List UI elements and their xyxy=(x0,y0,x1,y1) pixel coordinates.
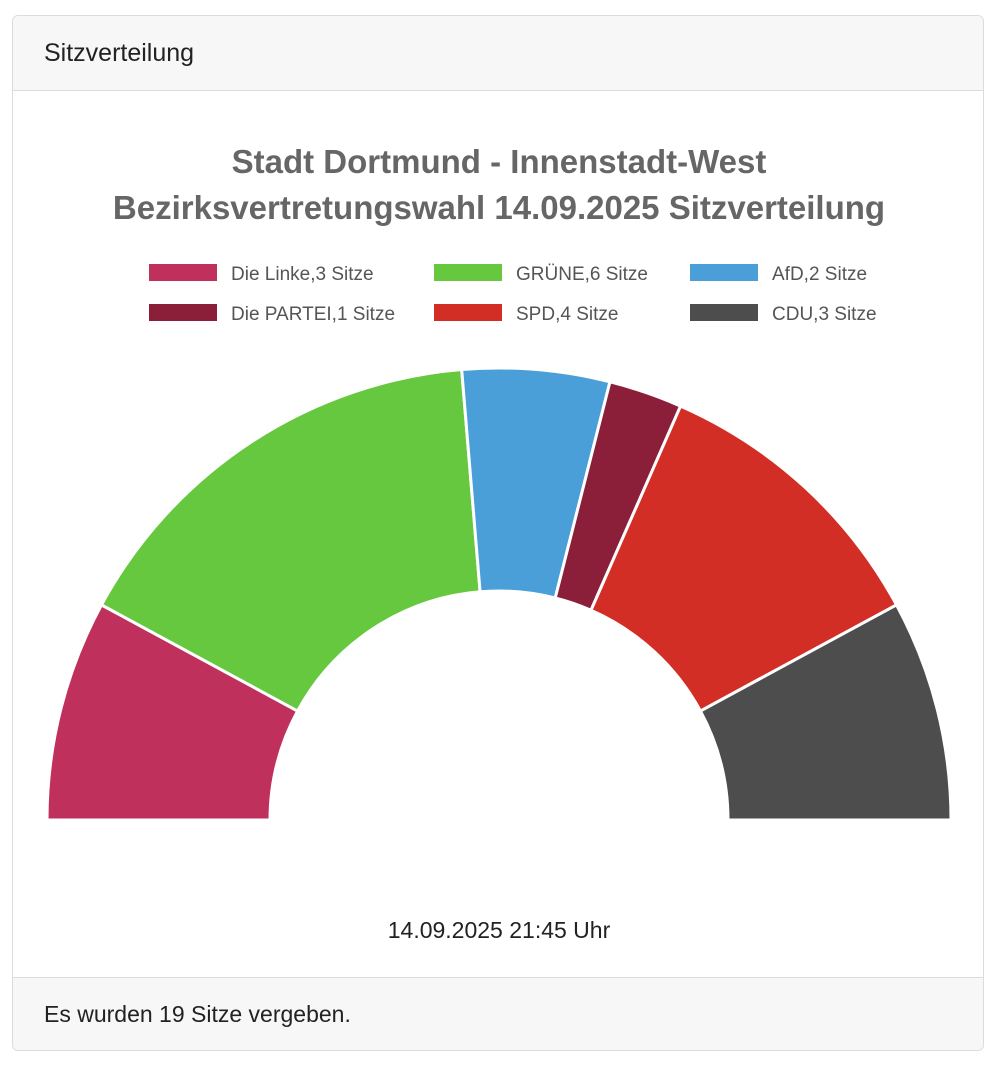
seat-distribution-card: Sitzverteilung Stadt Dortmund - Innensta… xyxy=(12,15,984,1051)
legend-label-1[interactable]: GRÜNE,6 Sitze xyxy=(516,264,648,285)
legend-swatch-0[interactable] xyxy=(149,264,217,281)
legend-swatch-3[interactable] xyxy=(149,304,217,321)
legend-label-2[interactable]: AfD,2 Sitze xyxy=(772,264,867,285)
slice-gr-ne[interactable] xyxy=(99,368,482,713)
chart-slices xyxy=(45,366,953,822)
chart-legend: Die Linke,3 Sitze GRÜNE,6 Sitze AfD,2 Sitz… xyxy=(149,264,877,325)
card-header: Sitzverteilung xyxy=(13,16,983,91)
legend-swatch-4[interactable] xyxy=(434,304,502,321)
legend-label-5[interactable]: CDU,3 Sitze xyxy=(772,304,877,325)
legend-label-3[interactable]: Die PARTEI,1 Sitze xyxy=(231,304,395,325)
chart-title-line-2: Bezirksvertretungswahl 14.09.2025 Sitzve… xyxy=(113,189,885,226)
chart-timestamp: 14.09.2025 21:45 Uhr xyxy=(388,917,611,943)
legend-swatch-1[interactable] xyxy=(434,264,502,281)
chart-title-line-1: Stadt Dortmund - Innenstadt-West xyxy=(232,143,767,180)
legend-swatch-5[interactable] xyxy=(690,304,758,321)
legend-swatch-2[interactable] xyxy=(690,264,758,281)
slice-cdu[interactable] xyxy=(698,603,953,822)
legend-label-4[interactable]: SPD,4 Sitze xyxy=(516,304,618,325)
card-footer: Es wurden 19 Sitze vergeben. xyxy=(13,977,983,1050)
seat-chart: Stadt Dortmund - Innenstadt-West Bezirks… xyxy=(45,143,953,943)
legend-label-0[interactable]: Die Linke,3 Sitze xyxy=(231,264,374,285)
